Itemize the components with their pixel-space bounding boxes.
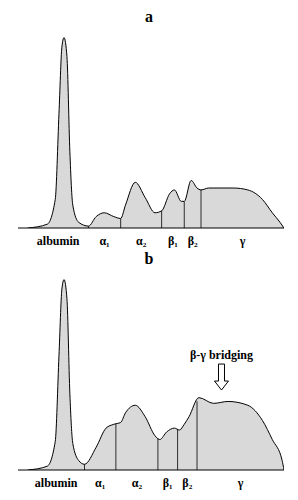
html-text:b: b (144, 250, 154, 267)
svg-text:α₂: α₂ (132, 476, 143, 490)
svg-text:α₂: α₂ (136, 234, 147, 248)
svg-text:β₂: β₂ (182, 476, 192, 490)
svg-text:α₁: α₁ (95, 476, 106, 490)
html-text:a: a (145, 8, 153, 25)
svg-text:β₂: β₂ (188, 234, 198, 248)
svg-text:albumin: albumin (35, 476, 78, 490)
svg-text:β-γ bridging: β-γ bridging (190, 348, 253, 362)
svg-text:β₁: β₁ (168, 234, 178, 248)
svg-text:γ: γ (237, 476, 244, 490)
svg-text:β₁: β₁ (163, 476, 173, 490)
svg-text:albumin: albumin (37, 234, 80, 248)
svg-text:γ: γ (239, 234, 246, 248)
svg-text:α₁: α₁ (99, 234, 110, 248)
